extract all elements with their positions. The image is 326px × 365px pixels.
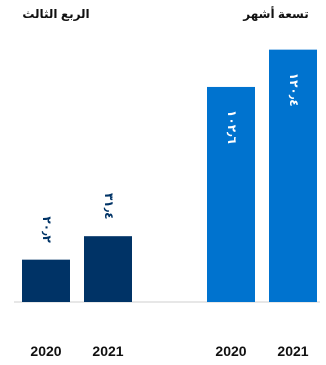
data-label-nine-months-2020: ١٠٢٫٦ — [225, 110, 239, 144]
bar-q3-2021 — [84, 236, 132, 302]
data-label-q3-2020: ٢٠٫٢ — [40, 216, 54, 243]
tick-label-q3-2021: 2021 — [92, 343, 123, 359]
chart-title-q3: الربع الثالث — [22, 7, 89, 21]
data-label-q3-2021: ٣١٫٤ — [102, 193, 116, 219]
chart-title-nine-months: تسعة أشهر — [242, 6, 308, 21]
bar-q3-2020 — [22, 259, 70, 302]
tick-label-nine-months-2021: 2021 — [277, 343, 308, 359]
tick-label-nine-months-2020: 2020 — [215, 343, 246, 359]
bar-nine-months-2021 — [269, 49, 317, 302]
tick-label-q3-2020: 2020 — [30, 343, 61, 359]
bar-nine-months-2020 — [207, 86, 255, 302]
data-label-nine-months-2021: ١٢٠٫٤ — [287, 73, 301, 107]
